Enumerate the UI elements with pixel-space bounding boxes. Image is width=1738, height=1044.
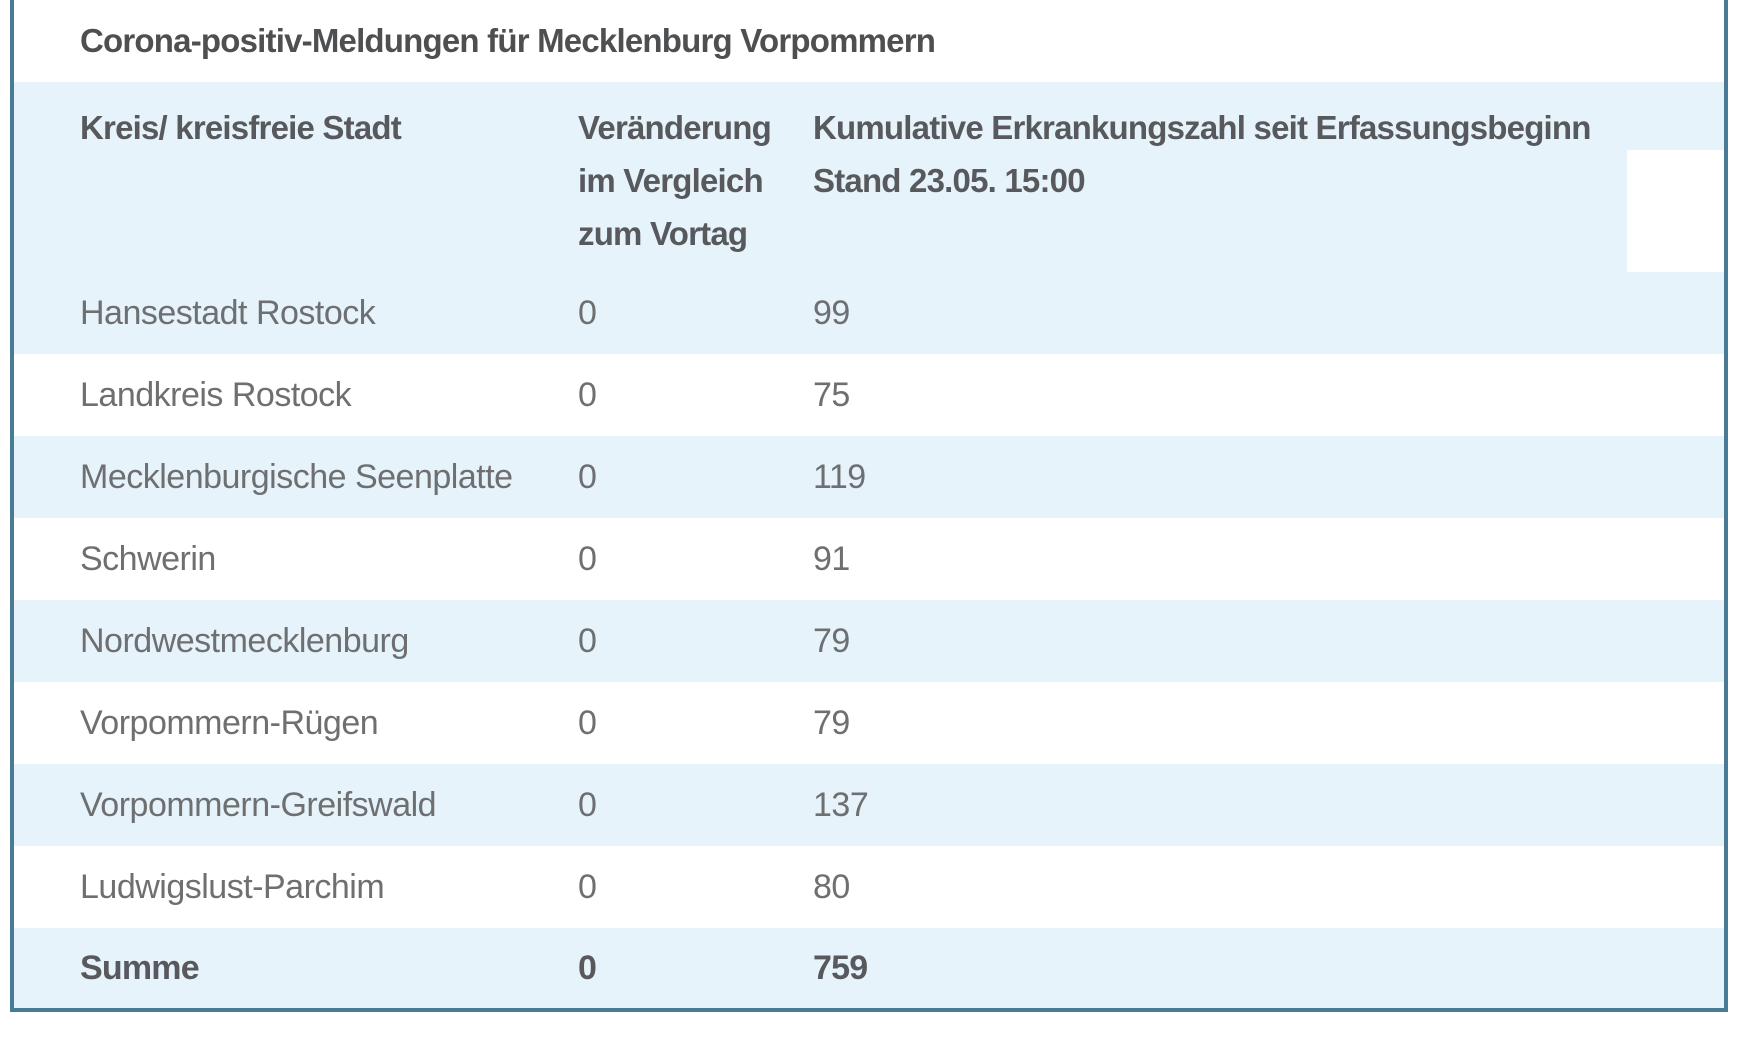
table-body: Hansestadt Rostock 0 99 Landkreis Rostoc… (14, 272, 1724, 1008)
district-cell: Ludwigslust-Parchim (80, 867, 385, 906)
header-district-line: Kreis/ kreisfreie Stadt (80, 109, 402, 146)
change-cell: 0 (578, 703, 597, 742)
table-row: Mecklenburgische Seenplatte 0 119 (14, 436, 1724, 518)
table-row: Vorpommern-Greifswald 0 137 (14, 764, 1724, 846)
header-cell-cumulative: Kumulative Erkrankungszahl seit Erfassun… (813, 101, 1724, 272)
table-row: Vorpommern-Rügen 0 79 (14, 682, 1724, 764)
cumulative-cell: 80 (813, 867, 850, 906)
change-cell: 0 (578, 785, 597, 824)
header-cumulative-line: Stand 23.05. 15:00 (813, 162, 1086, 199)
cumulative-cell: 119 (813, 457, 866, 496)
change-cell: 0 (578, 948, 597, 987)
cumulative-cell: 137 (813, 785, 869, 824)
district-cell: Schwerin (80, 539, 216, 578)
table-header-row: Kreis/ kreisfreie Stadt Veränderung im V… (14, 82, 1724, 272)
header-cell-change: Veränderung im Vergleich zum Vortag (578, 101, 813, 272)
header-change-line: Veränderung (578, 109, 772, 146)
table-row: Hansestadt Rostock 0 99 (14, 272, 1724, 354)
district-cell: Vorpommern-Greifswald (80, 785, 437, 824)
change-cell: 0 (578, 867, 597, 906)
change-cell: 0 (578, 457, 597, 496)
header-cell-district: Kreis/ kreisfreie Stadt (80, 101, 578, 272)
district-cell: Vorpommern-Rügen (80, 703, 379, 742)
district-cell: Hansestadt Rostock (80, 293, 376, 332)
header-cumulative-line: Kumulative Erkrankungszahl seit Erfassun… (813, 109, 1591, 146)
header-change-line: im Vergleich (578, 162, 764, 199)
cumulative-cell: 75 (813, 375, 850, 414)
change-cell: 0 (578, 293, 597, 332)
table-row: Landkreis Rostock 0 75 (14, 354, 1724, 436)
table-row: Nordwestmecklenburg 0 79 (14, 600, 1724, 682)
corona-report-table: Corona-positiv-Meldungen für Mecklenburg… (10, 0, 1728, 1012)
change-cell: 0 (578, 539, 597, 578)
table-title: Corona-positiv-Meldungen für Mecklenburg… (80, 22, 936, 59)
total-row: Summe 0 759 (14, 928, 1724, 1008)
district-cell: Mecklenburgische Seenplatte (80, 457, 513, 496)
change-cell: 0 (578, 621, 597, 660)
header-white-notch (1627, 150, 1724, 272)
district-cell: Landkreis Rostock (80, 375, 352, 414)
header-change-line: zum Vortag (578, 215, 748, 252)
cumulative-cell: 759 (813, 948, 868, 987)
table-row: Ludwigslust-Parchim 0 80 (14, 846, 1724, 928)
change-cell: 0 (578, 375, 597, 414)
cumulative-cell: 79 (813, 621, 850, 660)
cumulative-cell: 79 (813, 703, 850, 742)
cumulative-cell: 99 (813, 293, 850, 332)
cumulative-cell: 91 (813, 539, 850, 578)
district-cell: Summe (80, 948, 200, 987)
table-row: Schwerin 0 91 (14, 518, 1724, 600)
district-cell: Nordwestmecklenburg (80, 621, 409, 660)
table-title-row: Corona-positiv-Meldungen für Mecklenburg… (14, 0, 1724, 82)
